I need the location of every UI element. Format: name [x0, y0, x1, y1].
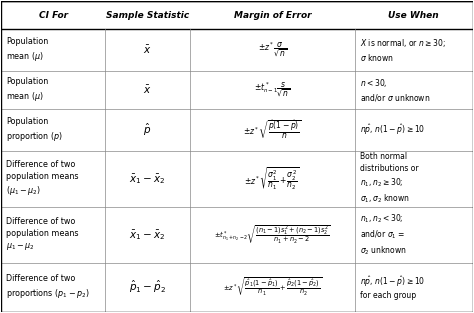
Text: Difference of two
population means
$\mu_1 - \mu_2$: Difference of two population means $\mu_…	[6, 218, 79, 252]
Text: $n_1, n_2 < 30$;
and/or $\sigma_1 =$
$\sigma_2$ unknown: $n_1, n_2 < 30$; and/or $\sigma_1 =$ $\s…	[359, 212, 407, 257]
Text: $n < 30$,
and/or $\sigma$ unknown: $n < 30$, and/or $\sigma$ unknown	[359, 77, 430, 103]
Bar	[1, 71, 473, 109]
Text: $n\hat{p},\, n(1-\hat{p}) \geq 10$
for each group: $n\hat{p},\, n(1-\hat{p}) \geq 10$ for e…	[359, 274, 425, 300]
Text: $\pm z^* \sqrt{\dfrac{\hat{p}(1-\hat{p})}{n}}$: $\pm z^* \sqrt{\dfrac{\hat{p}(1-\hat{p})…	[243, 119, 302, 141]
Text: $X$ is normal, or $n \geq 30$;
$\sigma$ known: $X$ is normal, or $n \geq 30$; $\sigma$ …	[359, 37, 446, 64]
Bar	[1, 1, 473, 29]
Text: Both normal
distributions or
$n_1, n_2 \geq 30$;
$\sigma_1, \sigma_2$ known: Both normal distributions or $n_1, n_2 \…	[359, 152, 418, 205]
Text: $\pm t^*_{n-1} \dfrac{s}{\sqrt{n}}$: $\pm t^*_{n-1} \dfrac{s}{\sqrt{n}}$	[254, 81, 291, 99]
Text: $n\hat{p},\, n(1-\hat{p}) \geq 10$: $n\hat{p},\, n(1-\hat{p}) \geq 10$	[359, 122, 425, 137]
Text: $\pm z^* \sqrt{\dfrac{\sigma_1^2}{n_1} + \dfrac{\sigma_2^2}{n_2}}$: $\pm z^* \sqrt{\dfrac{\sigma_1^2}{n_1} +…	[245, 166, 300, 192]
Text: $\hat{p}_1 - \hat{p}_2$: $\hat{p}_1 - \hat{p}_2$	[129, 279, 166, 295]
Bar	[1, 207, 473, 263]
Text: Population
mean ($\mu$): Population mean ($\mu$)	[6, 77, 48, 103]
Text: $\pm t^*_{n_1+n_2-2} \sqrt{\dfrac{(n_1-1)s_1^2+(n_2-1)s_2^2}{n_1+n_2-2}}$: $\pm t^*_{n_1+n_2-2} \sqrt{\dfrac{(n_1-1…	[214, 224, 331, 246]
Text: $\bar{x}_1 - \bar{x}_2$: $\bar{x}_1 - \bar{x}_2$	[129, 228, 165, 242]
Text: $\hat{p}$: $\hat{p}$	[144, 121, 152, 138]
Bar	[1, 29, 473, 71]
Bar	[1, 263, 473, 312]
Text: Sample Statistic: Sample Statistic	[106, 11, 189, 20]
Text: Population
mean ($\mu$): Population mean ($\mu$)	[6, 37, 48, 63]
Text: Difference of two
population means
($\mu_1 - \mu_2$): Difference of two population means ($\mu…	[6, 160, 79, 197]
Text: Margin of Error: Margin of Error	[234, 11, 311, 20]
Bar	[1, 109, 473, 151]
Text: CI For: CI For	[39, 11, 68, 20]
Text: Difference of two
proportions ($p_1 - p_2$): Difference of two proportions ($p_1 - p_…	[6, 275, 90, 300]
Text: $\pm z^* \sqrt{\dfrac{\hat{p}_1(1-\hat{p}_1)}{n_1} + \dfrac{\hat{p}_2(1-\hat{p}_: $\pm z^* \sqrt{\dfrac{\hat{p}_1(1-\hat{p…	[223, 276, 322, 298]
Text: $\bar{x}_1 - \bar{x}_2$: $\bar{x}_1 - \bar{x}_2$	[129, 172, 165, 186]
Text: $\bar{x}$: $\bar{x}$	[143, 44, 152, 56]
Bar	[1, 151, 473, 207]
Text: $\bar{x}$: $\bar{x}$	[143, 84, 152, 96]
Text: Population
proportion ($p$): Population proportion ($p$)	[6, 117, 63, 142]
Text: Use When: Use When	[388, 11, 439, 20]
Text: $\pm z^* \dfrac{\sigma}{\sqrt{n}}$: $\pm z^* \dfrac{\sigma}{\sqrt{n}}$	[258, 41, 287, 59]
